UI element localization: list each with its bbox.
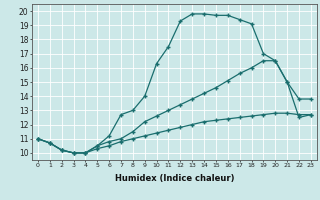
X-axis label: Humidex (Indice chaleur): Humidex (Indice chaleur) xyxy=(115,174,234,183)
